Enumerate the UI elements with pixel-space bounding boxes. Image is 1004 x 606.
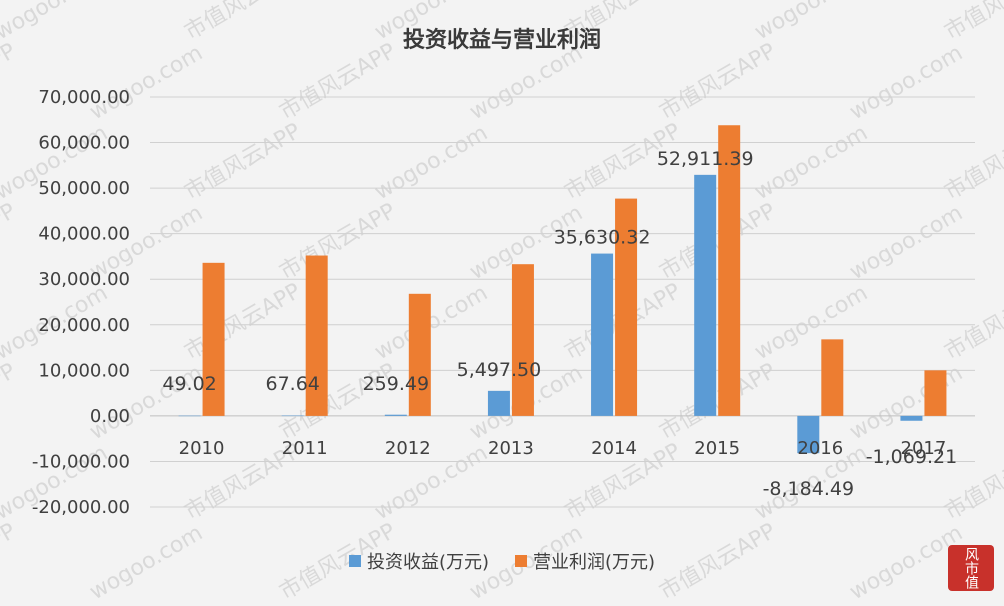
watermark-text: 市值风云APP: [276, 359, 401, 445]
legend: 投资收益(万元) 营业利润(万元): [0, 548, 1004, 574]
watermark-text: 市值风云APP: [0, 199, 20, 285]
watermark-text: 市值风云APP: [941, 119, 1004, 205]
bar-investment-income: [282, 416, 304, 417]
watermark-text: 市值风云APP: [656, 199, 781, 285]
watermark-text: 市值风云APP: [941, 279, 1004, 365]
bar-investment-income: [694, 175, 716, 416]
watermark-text: 市值风云APP: [181, 119, 306, 205]
y-tick-label: 40,000.00: [38, 224, 130, 245]
x-tick-label: 2013: [488, 438, 534, 459]
bar-investment-income: [900, 416, 922, 421]
bar-operating-profit: [821, 339, 843, 416]
y-tick-label: -10,000.00: [32, 451, 130, 472]
y-tick-label: 30,000.00: [38, 269, 130, 290]
x-tick-label: 2011: [282, 438, 328, 459]
legend-label-operating-profit: 营业利润(万元): [533, 548, 655, 574]
watermark-text: wogoo.com: [371, 121, 493, 206]
watermark-text: 市值风云APP: [276, 199, 401, 285]
watermark-text: 市值风云APP: [0, 359, 20, 445]
data-label-investment-income: 49.02: [162, 373, 216, 395]
x-tick-label: 2016: [797, 438, 843, 459]
watermark-text: wogoo.com: [371, 281, 493, 366]
chart-title: 投资收益与营业利润: [0, 22, 1004, 54]
x-tick-label: 2014: [591, 438, 637, 459]
legend-label-investment: 投资收益(万元): [367, 548, 489, 574]
bar-investment-income: [591, 254, 613, 416]
x-tick-label: 2015: [694, 438, 740, 459]
data-label-investment-income: 35,630.32: [554, 227, 651, 249]
legend-swatch-operating-profit: [515, 555, 527, 567]
watermark-text: wogoo.com: [846, 201, 968, 286]
bar-operating-profit: [924, 370, 946, 416]
legend-item-operating-profit: 营业利润(万元): [515, 548, 655, 574]
y-tick-label: 20,000.00: [38, 315, 130, 336]
watermark-text: wogoo.com: [846, 361, 968, 446]
brand-seal-logo: 风市值: [948, 545, 994, 591]
data-label-investment-income: -8,184.49: [763, 478, 854, 500]
x-tick-label: 2010: [179, 438, 225, 459]
watermark-text: 市值风云APP: [181, 279, 306, 365]
x-tick-label: 2012: [385, 438, 431, 459]
y-tick-label: 10,000.00: [38, 360, 130, 381]
watermark-text: 市值风云APP: [656, 359, 781, 445]
y-tick-label: 0.00: [90, 406, 130, 427]
bar-operating-profit: [409, 294, 431, 416]
data-label-investment-income: 5,497.50: [457, 359, 542, 381]
bar-investment-income: [179, 416, 201, 417]
y-tick-label: 50,000.00: [38, 178, 130, 199]
data-label-investment-income: 52,911.39: [657, 148, 754, 170]
bar-investment-income: [385, 415, 407, 416]
y-tick-label: -20,000.00: [32, 497, 130, 518]
legend-item-investment: 投资收益(万元): [349, 548, 489, 574]
watermark-text: wogoo.com: [751, 121, 873, 206]
data-label-investment-income: 67.64: [265, 373, 319, 395]
bar-operating-profit: [512, 264, 534, 416]
data-label-investment-income: 259.49: [363, 373, 429, 395]
legend-swatch-investment: [349, 555, 361, 567]
x-tick-label: 2017: [901, 438, 947, 459]
bar-investment-income: [488, 391, 510, 416]
watermark-text: wogoo.com: [751, 281, 873, 366]
y-tick-label: 70,000.00: [38, 87, 130, 108]
y-tick-label: 60,000.00: [38, 133, 130, 154]
